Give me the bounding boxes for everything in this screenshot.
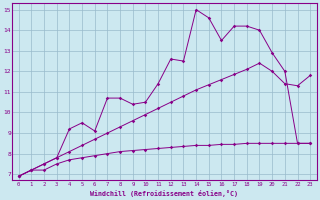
- X-axis label: Windchill (Refroidissement éolien,°C): Windchill (Refroidissement éolien,°C): [91, 190, 238, 197]
